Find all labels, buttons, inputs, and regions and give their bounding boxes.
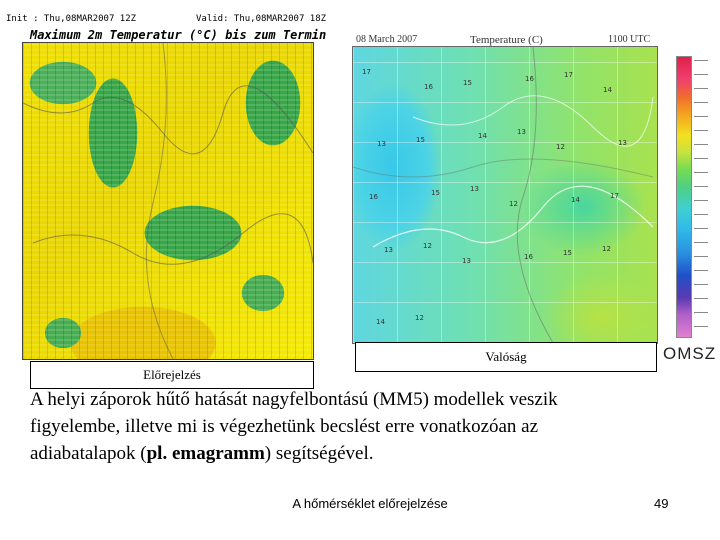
legend-tick: [694, 102, 708, 103]
station-value: 15: [416, 136, 425, 144]
station-value: 16: [524, 253, 533, 261]
legend-tick: [694, 214, 708, 215]
station-value: 13: [377, 140, 386, 148]
forecast-valid-time: Valid: Thu,08MAR2007 18Z: [196, 14, 327, 24]
station-value: 12: [509, 200, 518, 208]
observed-caption: Valóság: [355, 342, 657, 372]
body-line-3-end: ) segítségével.: [264, 443, 374, 464]
forecast-coastlines: [23, 43, 313, 359]
omsz-logo: OMSZ: [663, 344, 717, 363]
station-value: 16: [424, 83, 433, 91]
station-value: 14: [478, 132, 487, 140]
legend-tick: [694, 74, 708, 75]
observed-date: 08 March 2007: [356, 34, 418, 45]
legend-tick: [694, 172, 708, 173]
legend-tick: [694, 256, 708, 257]
legend-tick: [694, 270, 708, 271]
forecast-caption: Előrejelzés: [30, 361, 314, 389]
legend-tick: [694, 158, 708, 159]
body-line-1: A helyi záporok hűtő hatását nagyfelbont…: [30, 389, 558, 410]
forecast-map-title: Maximum 2m Temperatur (°C) bis zum Termi…: [30, 28, 327, 42]
legend-tick: [694, 298, 708, 299]
station-value: 12: [602, 245, 611, 253]
station-value: 17: [610, 192, 619, 200]
forecast-temperature-map: [22, 42, 314, 360]
station-value: 13: [517, 128, 526, 136]
observed-time: 1100 UTC: [608, 34, 651, 45]
legend-tick: [694, 242, 708, 243]
station-value: 17: [564, 71, 573, 79]
legend-tick: [694, 116, 708, 117]
footer-title: A hőmérséklet előrejelzése: [292, 496, 448, 511]
body-line-3: adiabatalapok (pl. emagramm) segítségéve…: [30, 440, 700, 467]
station-value: 15: [563, 249, 572, 257]
legend-tick: [694, 228, 708, 229]
legend-tick: [694, 326, 708, 327]
station-value: 13: [470, 185, 479, 193]
station-value: 13: [462, 257, 471, 265]
forecast-init-time: Init : Thu,08MAR2007 12Z: [6, 14, 137, 24]
legend-tick: [694, 60, 708, 61]
observed-borders: [353, 47, 654, 343]
station-value: 15: [431, 189, 440, 197]
temperature-color-legend: [676, 56, 692, 338]
observed-map-title: Temperature (C): [470, 34, 543, 46]
station-value: 12: [423, 242, 432, 250]
legend-tick: [694, 186, 708, 187]
station-value: 15: [463, 79, 472, 87]
legend-tick: [694, 200, 708, 201]
forecast-value-grid: [23, 43, 313, 359]
observed-lat-lon-grid: [353, 47, 657, 343]
station-value: 14: [376, 318, 385, 326]
station-value: 12: [415, 314, 424, 322]
station-value: 14: [571, 196, 580, 204]
station-value: 12: [556, 143, 565, 151]
station-value: 13: [618, 139, 627, 147]
station-value: 16: [525, 75, 534, 83]
station-value: 16: [369, 193, 378, 201]
body-line-2: figyelembe, illetve mi is végezhetünk be…: [30, 416, 539, 437]
legend-tick: [694, 312, 708, 313]
slide-body-text: A helyi záporok hűtő hatását nagyfelbont…: [30, 386, 700, 467]
legend-tick: [694, 284, 708, 285]
station-value: 13: [384, 246, 393, 254]
legend-tick: [694, 130, 708, 131]
station-value: 14: [603, 86, 612, 94]
page-number: 49: [654, 496, 669, 511]
body-line-3-start: adiabatalapok (: [30, 443, 147, 464]
station-value: 17: [362, 68, 371, 76]
body-emphasis: pl. emagramm: [146, 443, 265, 464]
observed-temperature-map: 17 16 15 16 17 14 13 15 14 13 12 13 16 15 13 12 14 17 13 12…: [352, 46, 658, 344]
legend-tick: [694, 144, 708, 145]
legend-tick: [694, 88, 708, 89]
